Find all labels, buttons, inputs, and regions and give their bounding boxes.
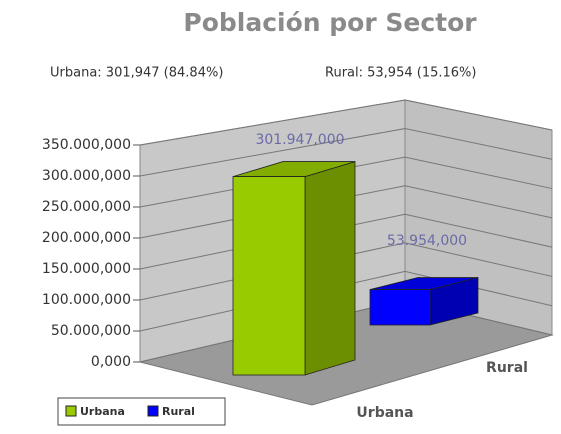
y-tick-label: 300.000,000 bbox=[42, 168, 131, 184]
legend bbox=[57, 397, 226, 426]
bar-front bbox=[369, 289, 431, 326]
value-label: 301.947,000 bbox=[255, 132, 344, 148]
value-label: 53.954,000 bbox=[387, 233, 467, 249]
x-tick-label: Rural bbox=[486, 360, 528, 376]
bar bbox=[369, 277, 479, 326]
annotation: Rural: 53,954 (15.16%) bbox=[325, 66, 476, 81]
legend-label: Rural bbox=[162, 405, 195, 418]
grid-line bbox=[139, 242, 553, 301]
grid-line bbox=[139, 270, 553, 332]
x-tick-label: Urbana bbox=[356, 405, 413, 421]
grid-line bbox=[139, 99, 553, 146]
grid-line bbox=[139, 213, 553, 270]
y-tick-label: 100.000,000 bbox=[42, 292, 131, 308]
bar bbox=[232, 161, 356, 376]
y-tick-label: 350.000,000 bbox=[42, 137, 131, 153]
annotation: Urbana: 301,947 (84.84%) bbox=[50, 66, 223, 81]
y-tick-label: 250.000,000 bbox=[42, 199, 131, 215]
bar-side bbox=[304, 161, 356, 376]
legend-swatch bbox=[65, 405, 77, 417]
y-tick-label: 200.000,000 bbox=[42, 230, 131, 246]
grid-line bbox=[139, 156, 553, 208]
legend-swatch bbox=[147, 405, 159, 417]
y-tick-label: 50.000,000 bbox=[51, 323, 131, 339]
y-tick-label: 150.000,000 bbox=[42, 261, 131, 277]
bar-front bbox=[232, 176, 306, 376]
grid-line bbox=[139, 185, 553, 239]
legend-label: Urbana bbox=[80, 405, 125, 418]
chart-title: Población por Sector bbox=[183, 8, 477, 37]
y-tick-label: 0,000 bbox=[91, 354, 131, 370]
grid-line bbox=[139, 128, 553, 177]
